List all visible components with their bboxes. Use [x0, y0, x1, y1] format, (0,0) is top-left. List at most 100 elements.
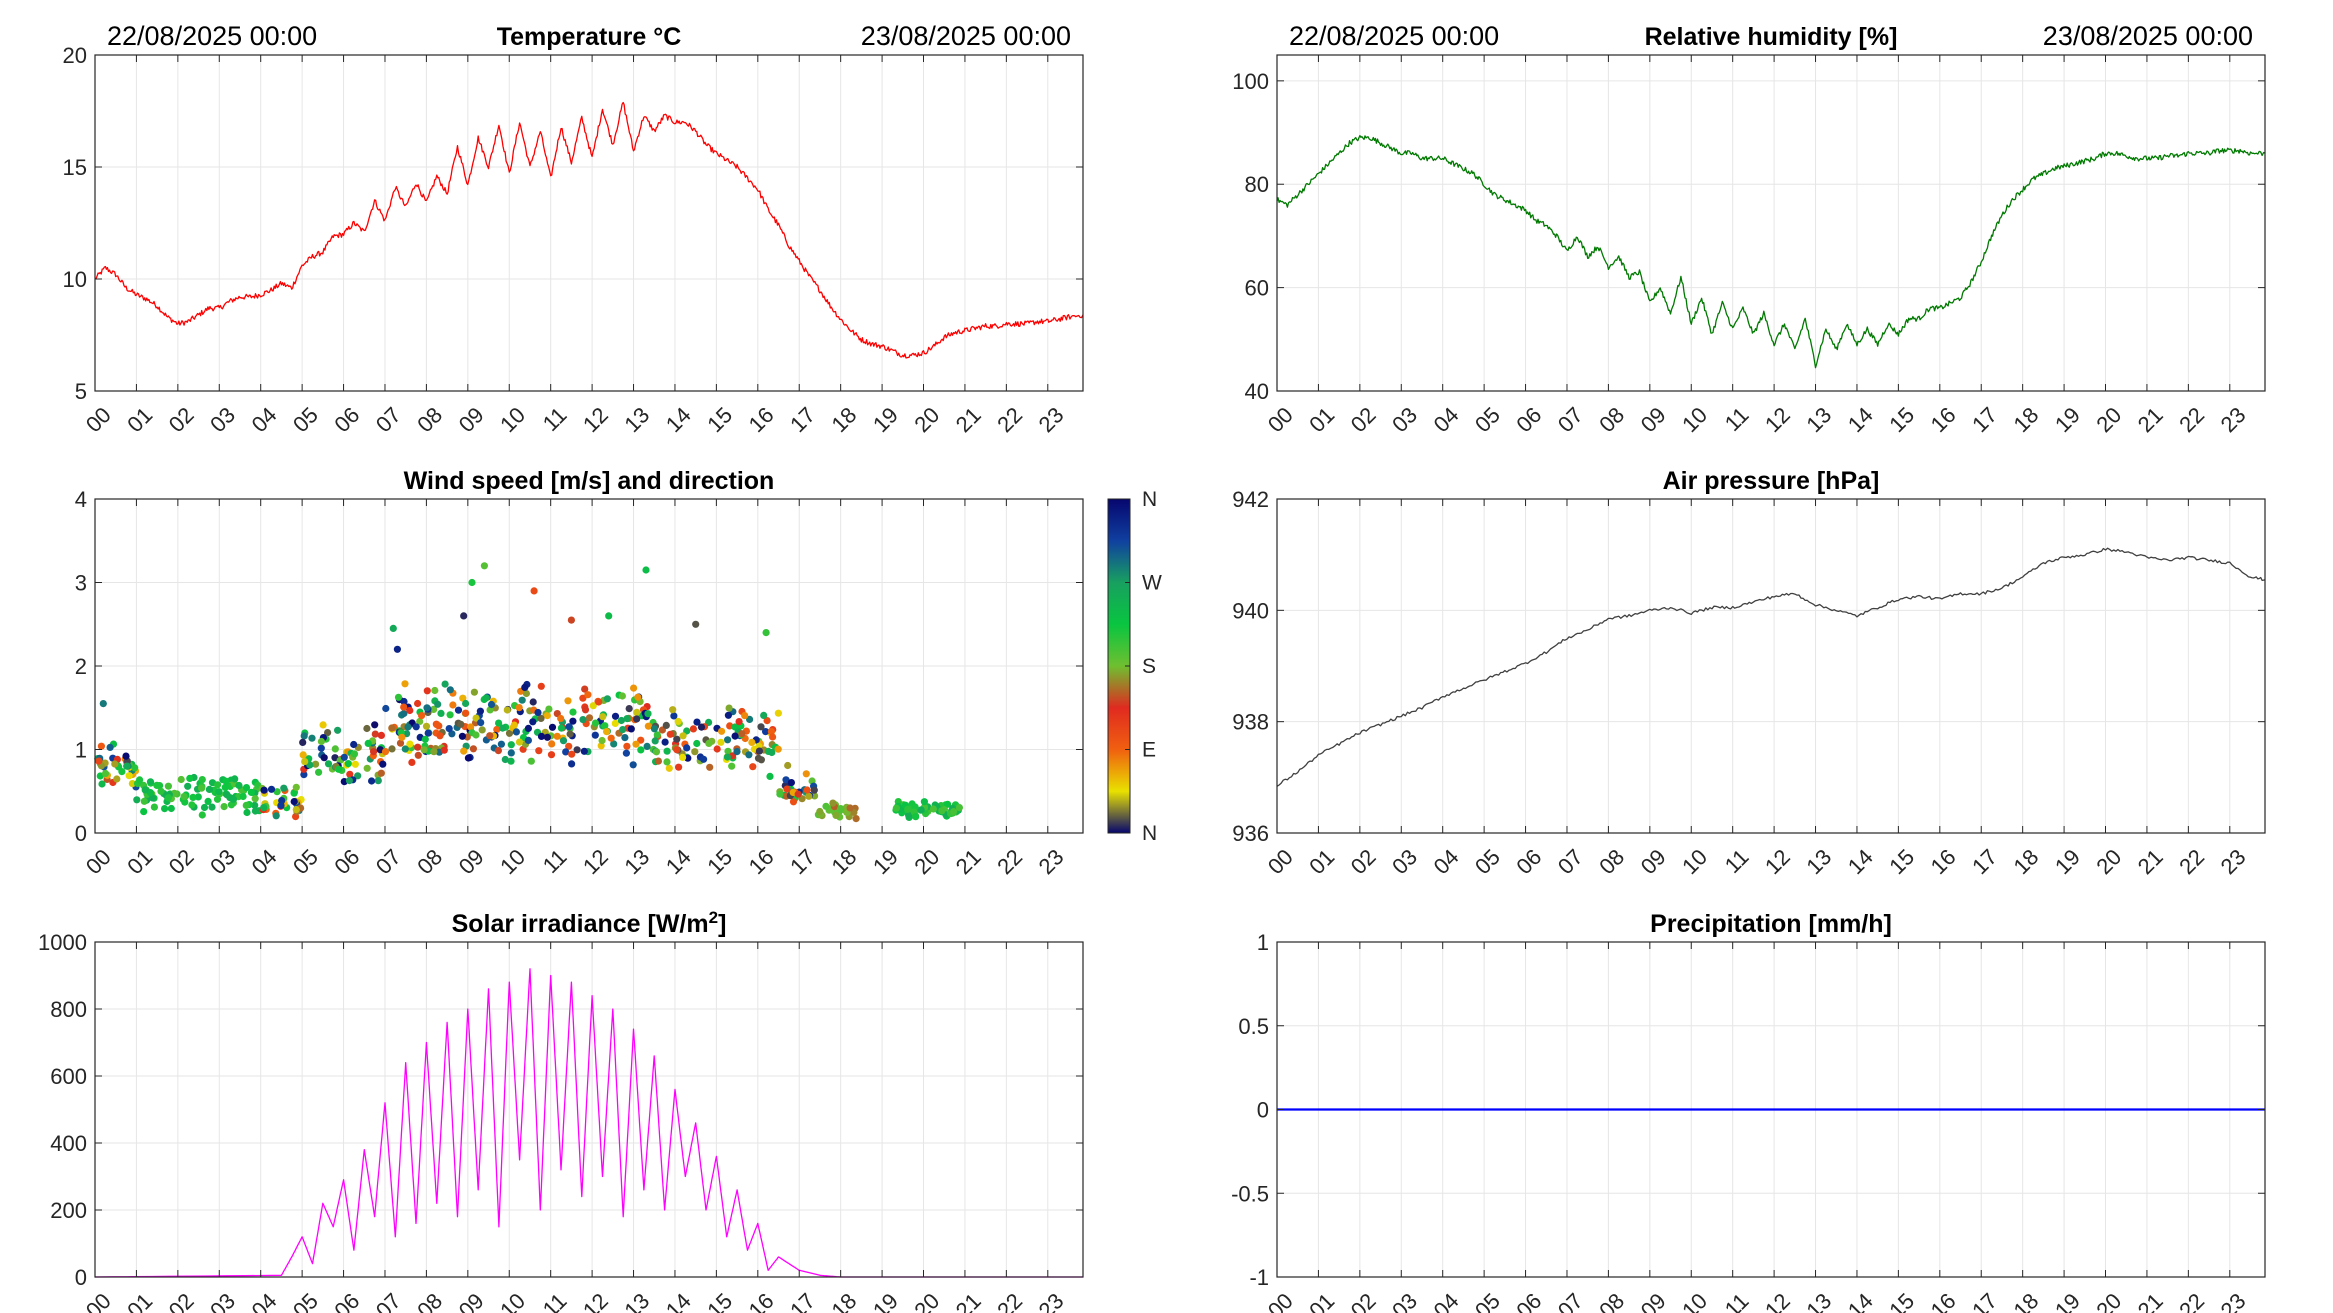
wind-point [388, 745, 396, 753]
wind-point [741, 712, 749, 720]
wind-point [493, 725, 501, 734]
wind-point [292, 806, 300, 814]
wind-point [188, 801, 196, 809]
wind-point [214, 781, 222, 789]
x-tick-label: 16 [744, 402, 779, 437]
humidity-line [1276, 134, 2266, 369]
wind-point [434, 700, 442, 708]
y-tick-label: 40 [1245, 379, 1269, 404]
wind-point [832, 811, 840, 820]
wind-point [805, 792, 813, 800]
wind-point [267, 785, 276, 793]
wind-point [545, 705, 553, 713]
wind-point [301, 758, 309, 766]
grid [94, 54, 1083, 392]
wind-point [157, 787, 165, 795]
wind-point [515, 738, 524, 746]
x-tick-label: 23 [2216, 1288, 2251, 1313]
wind-point [396, 739, 405, 747]
wind-point [584, 691, 592, 699]
wind-point [591, 731, 599, 739]
wind-point [118, 768, 126, 776]
x-tick-label: 21 [951, 1288, 986, 1313]
wind-point [955, 804, 964, 812]
wind-point [95, 757, 103, 765]
humidity-title: Relative humidity [%] [1645, 23, 1898, 51]
wind-point [637, 736, 645, 744]
wind-point [735, 718, 743, 726]
x-tick-label: 11 [1720, 1288, 1754, 1313]
x-tick-label: 17 [1967, 1288, 2002, 1313]
x-tick-label: 11 [538, 1288, 572, 1313]
x-tick-label: 02 [1346, 844, 1381, 879]
wind-point [364, 739, 372, 748]
wind-point [760, 711, 768, 720]
x-tick-label: 09 [454, 844, 489, 879]
wind-point [679, 732, 687, 740]
wind-point [669, 706, 677, 714]
wind-point [579, 716, 587, 724]
wind-point [497, 740, 505, 748]
wind-point [423, 687, 431, 695]
wind-point [422, 722, 431, 730]
wind-point [227, 801, 235, 809]
solar-title: Solar irradiance [W/m2] [452, 908, 727, 939]
wind-point [700, 755, 708, 763]
temperature-line [94, 101, 1084, 359]
x-tick-label: 01 [1304, 844, 1339, 879]
wind-point [184, 782, 192, 790]
wind-point [503, 706, 511, 714]
wind-title: Wind speed [m/s] and direction [404, 467, 775, 495]
wind-point [634, 693, 642, 701]
wind-point [522, 689, 531, 698]
y-tick-label: -1 [1249, 1265, 1269, 1290]
x-tick-label: 09 [1636, 844, 1671, 879]
x-tick-label: 05 [288, 844, 323, 879]
x-tick-label: 14 [661, 1288, 696, 1313]
x-tick-label: 22 [2174, 402, 2209, 437]
grid [1276, 55, 2265, 392]
wind-point [852, 815, 860, 823]
x-tick-label: 03 [205, 1288, 240, 1313]
wind-point [507, 741, 515, 749]
precipitation-title: Precipitation [mm/h] [1650, 910, 1892, 938]
x-tick-label: 14 [661, 402, 696, 437]
wind-series [94, 562, 964, 823]
wind-point [697, 723, 706, 731]
wind-point [389, 624, 397, 633]
y-tick-label: 0.5 [1238, 1014, 1269, 1039]
y-tick-label: 0 [75, 821, 87, 846]
wind-point [706, 763, 714, 771]
humidity-series [1276, 134, 2266, 369]
x-tick-label: 13 [1801, 844, 1836, 879]
x-tick-label: 20 [2091, 1288, 2126, 1313]
wind-point [123, 762, 131, 770]
solar-line [94, 968, 1083, 1278]
x-tick-label: 01 [1304, 402, 1339, 437]
wind-point [529, 698, 537, 706]
x-tick-label: 10 [495, 1288, 530, 1313]
wind-point [666, 730, 674, 738]
wind-point [530, 587, 538, 595]
wind-point [670, 712, 678, 720]
wind-point [524, 724, 533, 733]
x-tick-label: 18 [2009, 402, 2044, 437]
wind-point [300, 771, 308, 779]
wind-point [215, 788, 223, 796]
x-tick-label: 20 [2091, 402, 2126, 437]
x-tick-label: 13 [1801, 402, 1836, 437]
wind-point [603, 695, 612, 703]
x-tick-label: 11 [1720, 402, 1754, 436]
x-tick-label: 15 [702, 1288, 737, 1313]
wind-point [679, 753, 687, 762]
x-tick-label: 04 [1429, 844, 1464, 879]
wind-point [308, 734, 316, 742]
date-start: 22/08/2025 00:00 [107, 21, 317, 51]
grid [1276, 498, 2265, 834]
colorbar-label: W [1142, 572, 1162, 595]
x-tick-label: 00 [81, 402, 116, 437]
wind-point [605, 612, 613, 620]
wind-point [406, 740, 414, 748]
x-tick-label: 17 [785, 844, 820, 879]
x-tick-label: 08 [412, 402, 447, 437]
